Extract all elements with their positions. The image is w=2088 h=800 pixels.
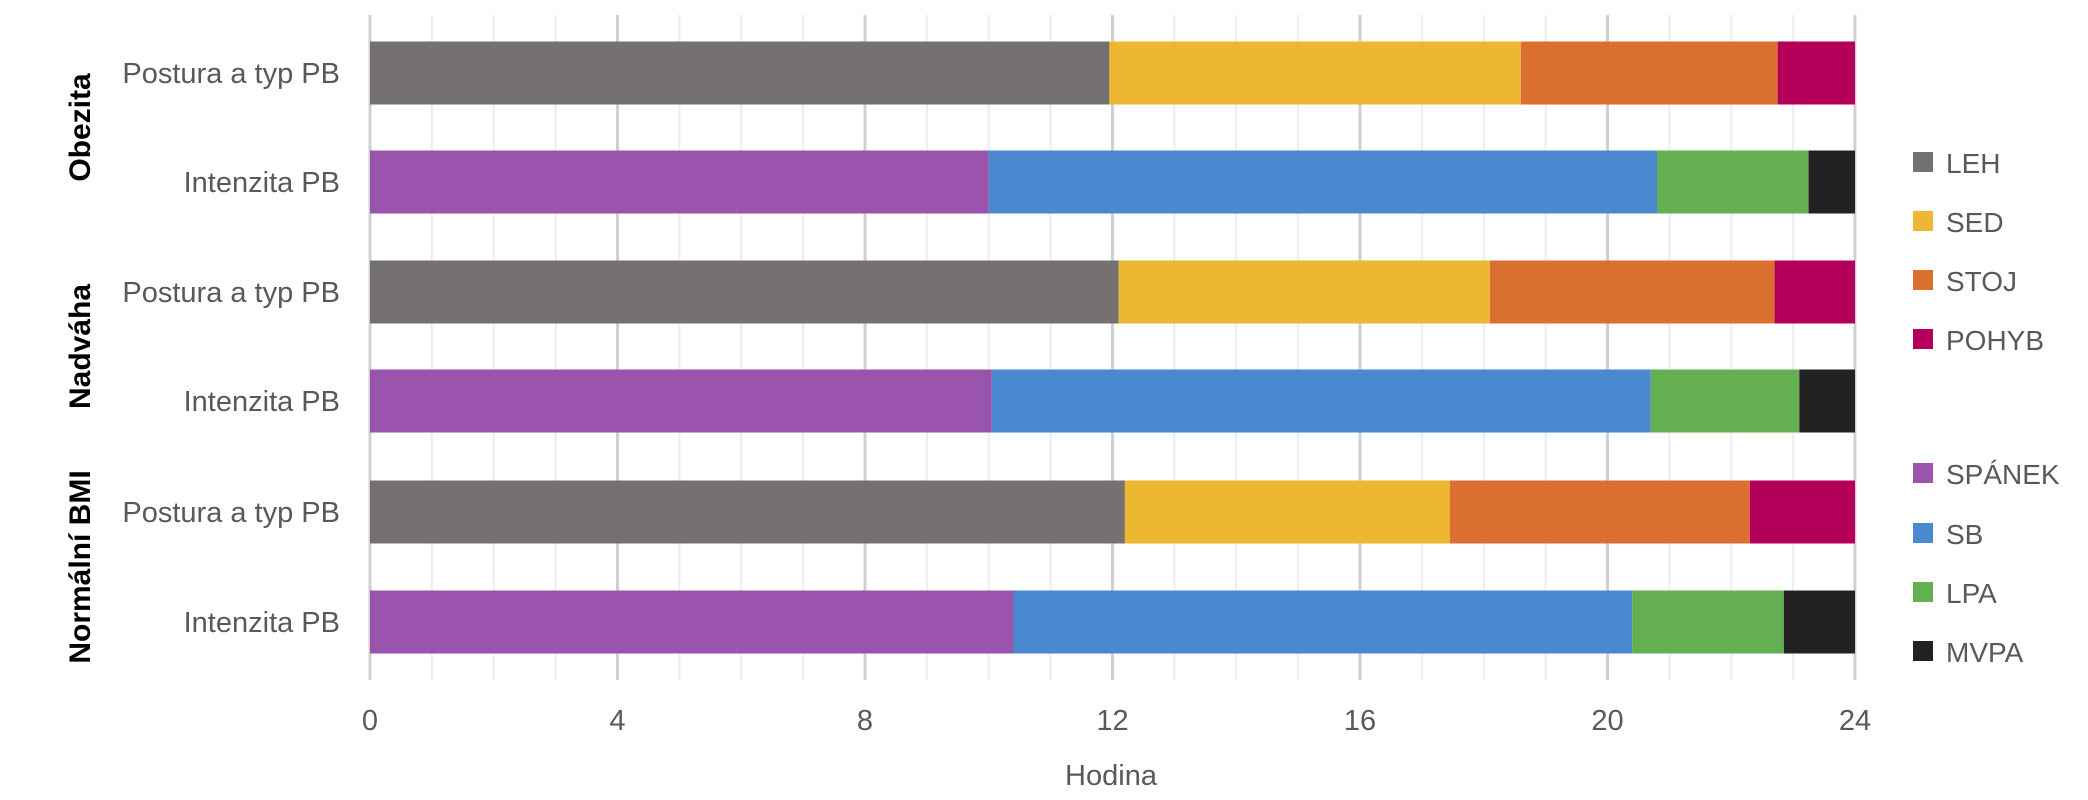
legend-label: STOJ [1946, 266, 2017, 297]
bar-segment-stoj [1489, 260, 1775, 324]
bar-segment-pohyb [1774, 260, 1855, 324]
row-label: Intenzita PB [184, 167, 340, 199]
legend-swatch [1913, 523, 1933, 543]
bar-segment-pohyb [1749, 480, 1855, 544]
x-tick-label: 24 [1839, 705, 1871, 737]
bar-segment-leh [370, 260, 1119, 324]
group-label: Nadváha [64, 284, 97, 409]
row-label: Postura a typ PB [122, 58, 340, 90]
x-tick-label: 4 [609, 705, 625, 737]
x-tick-label: 16 [1344, 705, 1376, 737]
row-label: Postura a typ PB [122, 277, 340, 309]
legend-label: SB [1946, 519, 1983, 550]
bar-segment-spánek [370, 369, 992, 433]
legend-swatch [1913, 270, 1933, 290]
bar-segment-sb [1013, 590, 1633, 654]
bar-segment-lpa [1657, 150, 1809, 214]
x-tick-label: 20 [1591, 705, 1623, 737]
legend-label: MVPA [1946, 637, 2024, 668]
legend-swatch [1913, 582, 1933, 602]
x-tick-label: 0 [362, 705, 378, 737]
gridlines [368, 15, 1857, 680]
bar-segment-mvpa [1808, 150, 1855, 214]
bar-segment-sed [1124, 480, 1450, 544]
x-axis: 0 4 8 12 16 20 24 [362, 705, 1871, 737]
bar-segment-leh [370, 41, 1110, 105]
legend-label: LPA [1946, 578, 1997, 609]
row-label: Intenzita PB [184, 607, 340, 639]
bar-segment-spánek [370, 590, 1014, 654]
row-labels: Postura a typ PB Intenzita PB Obezita Postu… [64, 58, 340, 664]
bar-segment-stoj [1449, 480, 1750, 544]
x-tick-label: 12 [1096, 705, 1128, 737]
legend-swatch [1913, 152, 1933, 172]
row-label: Postura a typ PB [122, 497, 340, 529]
bar-segment-sb [991, 369, 1651, 433]
bar-segment-sed [1118, 260, 1490, 324]
legend: LEH SED STOJ POHYB SPÁNEK SB LPA MVPA [1913, 148, 2060, 668]
row-label: Intenzita PB [184, 386, 340, 418]
bar-segment-sb [988, 150, 1657, 214]
legend-label: SPÁNEK [1946, 459, 2060, 490]
bar-segment-lpa [1632, 590, 1784, 654]
bar-segment-pohyb [1777, 41, 1855, 105]
bar-segment-mvpa [1783, 590, 1855, 654]
bar-segment-mvpa [1799, 369, 1855, 433]
legend-label: POHYB [1946, 325, 2044, 356]
group-label: Obezita [64, 73, 97, 182]
legend-label: SED [1946, 207, 2004, 238]
bar-segments [370, 41, 1855, 654]
bar-segment-leh [370, 480, 1125, 544]
legend-swatch [1913, 641, 1933, 661]
bar-segment-sed [1109, 41, 1521, 105]
x-axis-label: Hodina [1065, 760, 1158, 792]
group-label: Normální BMI [64, 470, 97, 663]
legend-swatch [1913, 211, 1933, 231]
legend-swatch [1913, 329, 1933, 349]
bar-segment-stoj [1520, 41, 1778, 105]
bar-segment-lpa [1650, 369, 1800, 433]
x-tick-label: 8 [857, 705, 873, 737]
legend-label: LEH [1946, 148, 2000, 179]
legend-swatch [1913, 463, 1933, 483]
bar-segment-spánek [370, 150, 989, 214]
